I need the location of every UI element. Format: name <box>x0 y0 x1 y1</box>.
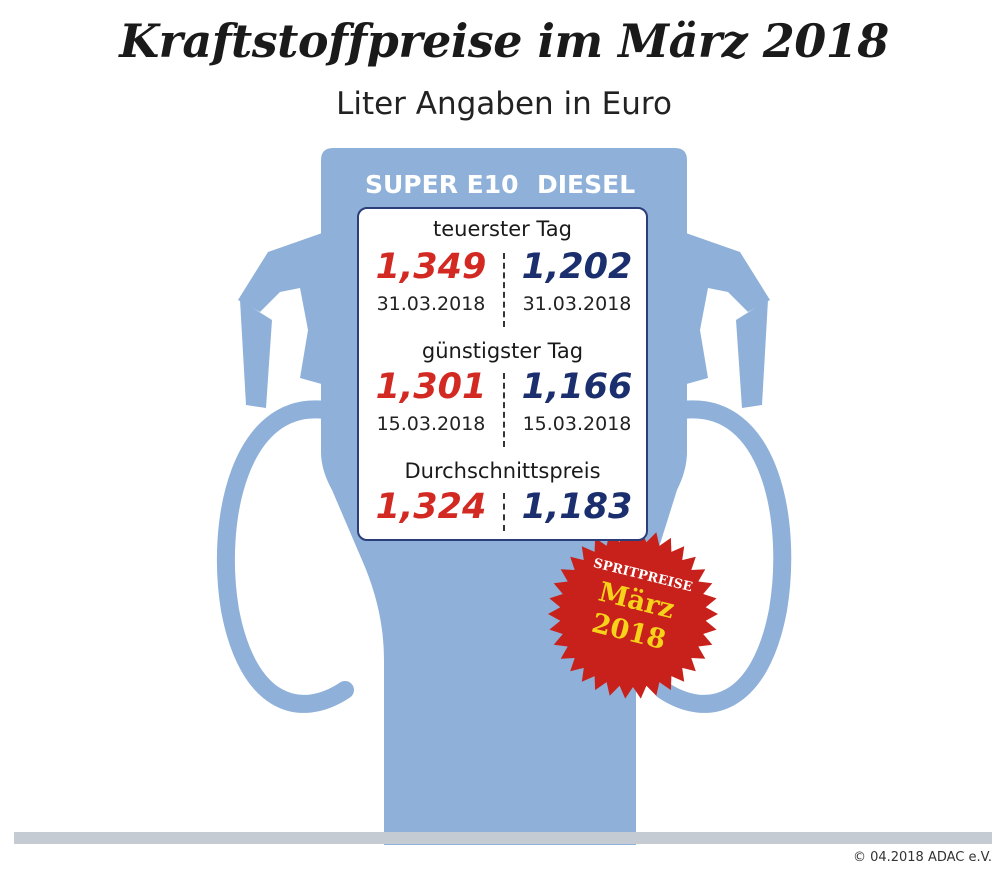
super-price-highest: 1,349 <box>375 247 487 287</box>
diesel-price-highest: 1,202 <box>521 247 633 287</box>
right-hose <box>654 400 792 713</box>
super-date-highest: 31.03.2018 <box>376 293 486 315</box>
section-label-lowest: günstigster Tag <box>421 339 584 363</box>
page-title: Kraftstoffpreise im März 2018 <box>119 14 889 68</box>
copyright-notice: © 04.2018 ADAC e.V. <box>852 850 992 865</box>
section-label-highest: teuerster Tag <box>433 217 572 241</box>
diesel-price-lowest: 1,166 <box>521 367 633 407</box>
column-header-super-e10: SUPER E10 <box>365 170 519 199</box>
right-nozzle-icon <box>683 232 770 408</box>
page-subtitle: Liter Angaben in Euro <box>336 86 672 122</box>
footer-bar <box>14 832 992 844</box>
super-price-average: 1,324 <box>375 487 487 527</box>
section-label-average: Durchschnittspreis <box>404 459 601 483</box>
diesel-date-lowest: 15.03.2018 <box>522 413 632 435</box>
left-hose <box>216 400 354 713</box>
badge-starburst <box>548 529 718 699</box>
column-divider <box>503 373 505 447</box>
super-price-lowest: 1,301 <box>375 367 487 407</box>
column-divider <box>503 493 505 531</box>
diesel-price-average: 1,183 <box>521 487 633 527</box>
super-date-lowest: 15.03.2018 <box>376 413 486 435</box>
price-panel: teuerster Tag 1,349 1,202 31.03.2018 31.… <box>357 207 648 541</box>
left-nozzle-icon <box>238 232 325 408</box>
column-header-diesel: DIESEL <box>537 170 636 199</box>
column-divider <box>503 253 505 327</box>
diesel-date-highest: 31.03.2018 <box>522 293 632 315</box>
